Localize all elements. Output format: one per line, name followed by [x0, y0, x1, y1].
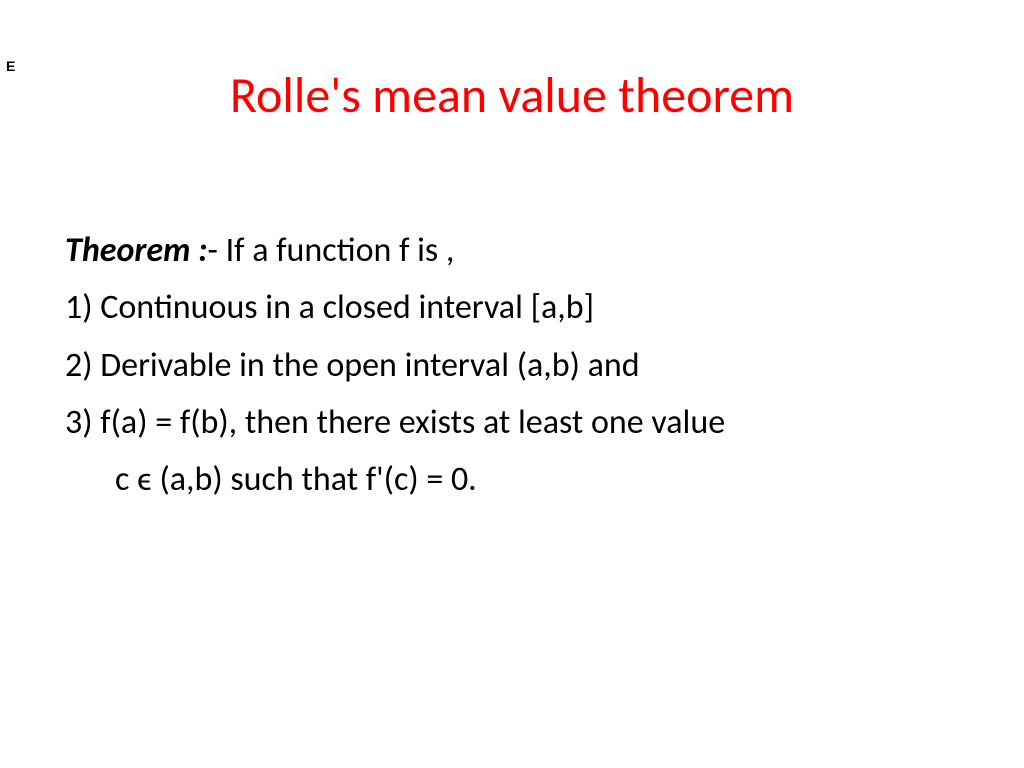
theorem-intro: Theorem :- If a function f is , [65, 226, 959, 275]
point-2: 2) Derivable in the open interval (a,b) … [65, 341, 959, 390]
point-3-line2: c ϵ (a,b) such that f'(c) = 0. [65, 455, 959, 504]
theorem-label: Theorem : [65, 230, 207, 271]
slide-container: Rolle's mean value theorem Theorem :- If… [0, 0, 1024, 768]
slide-title: Rolle's mean value theorem [65, 65, 959, 126]
point-3-line1: 3) f(a) = f(b), then there exists at lea… [65, 398, 959, 447]
intro-text: - If a function f is , [207, 230, 454, 271]
point-1-text: Continuous in a closed interval [a,b] [93, 287, 595, 328]
point-1-number: 1) [65, 287, 93, 328]
point-1: 1) Continuous in a closed interval [a,b] [65, 283, 959, 332]
corner-mark: E [6, 58, 15, 74]
slide-content: Theorem :- If a function f is , 1) Conti… [65, 226, 959, 504]
